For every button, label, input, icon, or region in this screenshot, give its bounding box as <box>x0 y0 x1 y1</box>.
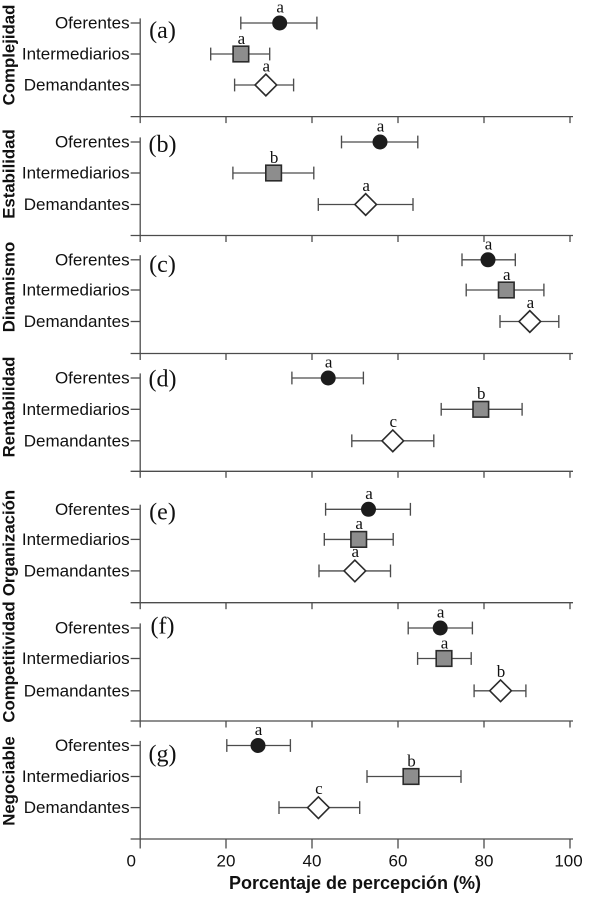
svg-text:c: c <box>390 412 398 431</box>
svg-text:Estabilidad: Estabilidad <box>0 129 19 219</box>
svg-text:b: b <box>497 662 506 681</box>
svg-text:Demandantes: Demandantes <box>24 681 130 700</box>
svg-text:Intermediarios: Intermediarios <box>22 400 130 419</box>
svg-text:a: a <box>441 633 449 652</box>
svg-text:Negociable: Negociable <box>0 736 19 826</box>
svg-text:Oferentes: Oferentes <box>55 250 130 269</box>
svg-text:(f): (f) <box>151 613 175 639</box>
svg-text:a: a <box>355 514 363 533</box>
svg-text:Oferentes: Oferentes <box>55 369 130 388</box>
svg-text:Rentabilidad: Rentabilidad <box>0 357 19 458</box>
svg-text:(c): (c) <box>149 252 176 278</box>
svg-text:b: b <box>270 148 279 167</box>
svg-text:Oferentes: Oferentes <box>55 14 130 33</box>
svg-text:Intermediarios: Intermediarios <box>22 281 130 300</box>
svg-text:(g): (g) <box>149 741 177 767</box>
svg-text:Intermediarios: Intermediarios <box>22 767 130 786</box>
svg-text:a: a <box>437 603 445 622</box>
svg-text:Dinamismo: Dinamismo <box>0 242 19 332</box>
svg-text:Intermediarios: Intermediarios <box>22 530 130 549</box>
svg-text:Intermediarios: Intermediarios <box>22 649 130 668</box>
svg-text:a: a <box>238 29 246 48</box>
svg-text:Intermediarios: Intermediarios <box>22 164 130 183</box>
svg-text:Demandantes: Demandantes <box>24 431 130 450</box>
svg-text:(d): (d) <box>149 366 177 392</box>
svg-text:a: a <box>503 265 511 284</box>
svg-text:80: 80 <box>475 852 494 871</box>
svg-text:(e): (e) <box>149 499 176 525</box>
svg-text:a: a <box>263 56 271 75</box>
svg-text:Competitividad: Competitividad <box>0 601 19 722</box>
svg-text:a: a <box>362 176 370 195</box>
svg-text:b: b <box>477 384 486 403</box>
svg-text:40: 40 <box>303 852 322 871</box>
svg-text:Demandantes: Demandantes <box>24 76 130 95</box>
svg-text:Complejidad: Complejidad <box>0 5 19 106</box>
svg-text:(a): (a) <box>149 18 176 44</box>
svg-text:(b): (b) <box>149 132 177 158</box>
svg-text:20: 20 <box>217 852 236 871</box>
svg-text:Oferentes: Oferentes <box>55 133 130 152</box>
svg-text:a: a <box>377 117 385 136</box>
svg-text:c: c <box>315 779 323 798</box>
svg-text:Demandantes: Demandantes <box>24 195 130 214</box>
svg-text:a: a <box>325 353 333 372</box>
svg-text:a: a <box>352 542 360 561</box>
svg-text:Demandantes: Demandantes <box>24 798 130 817</box>
svg-text:0: 0 <box>126 852 135 871</box>
svg-text:Oferentes: Oferentes <box>55 500 130 519</box>
svg-text:Oferentes: Oferentes <box>55 736 130 755</box>
svg-text:a: a <box>365 484 373 503</box>
svg-text:60: 60 <box>389 852 408 871</box>
svg-text:100: 100 <box>554 852 582 871</box>
svg-text:Demandantes: Demandantes <box>24 312 130 331</box>
svg-text:Oferentes: Oferentes <box>55 619 130 638</box>
svg-text:a: a <box>527 293 535 312</box>
svg-text:a: a <box>485 234 493 253</box>
svg-text:Intermediarios: Intermediarios <box>22 45 130 64</box>
svg-text:Porcentaje de percepción (%): Porcentaje de percepción (%) <box>229 873 481 893</box>
svg-text:b: b <box>407 751 416 770</box>
svg-text:a: a <box>276 0 284 17</box>
svg-text:Organización: Organización <box>0 490 19 596</box>
svg-text:a: a <box>255 720 263 739</box>
svg-text:Demandantes: Demandantes <box>24 562 130 581</box>
